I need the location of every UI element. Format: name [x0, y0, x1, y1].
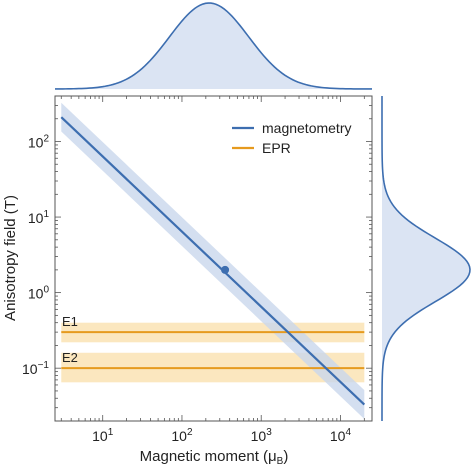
- legend-label-magnetometry: magnetometry: [262, 120, 351, 136]
- y-tick-label: 101: [28, 209, 50, 226]
- x-tick-label: 103: [251, 427, 273, 444]
- top-marginal-density: [54, 2, 372, 90]
- x-tick-label: 104: [330, 427, 352, 444]
- plot-frame: [54, 95, 373, 422]
- legend: magnetometry EPR: [232, 120, 351, 156]
- line-annotations: E1 E2: [62, 314, 78, 365]
- magnetometry-line: [60, 116, 366, 406]
- y-axis-ticks: 10−1 100 101 102: [22, 95, 372, 422]
- x-axis-ticks: 101 102 103 104: [60, 96, 365, 444]
- x-tick-label: 102: [171, 427, 193, 444]
- top-density-fill: [55, 3, 372, 90]
- y-axis-title: Anisotropy field (T): [2, 195, 19, 321]
- x-axis-title: Magnetic moment (μB): [140, 448, 289, 467]
- legend-label-epr: EPR: [262, 140, 291, 156]
- magnetometry-point: [221, 265, 230, 274]
- x-tick-label: 101: [92, 427, 114, 444]
- top-density-curve: [54, 2, 372, 90]
- y-tick-label: 102: [28, 133, 50, 150]
- epr-label-e2: E2: [62, 350, 78, 365]
- epr-label-e1: E1: [62, 314, 78, 329]
- y-tick-label: 10−1: [22, 360, 49, 377]
- plot-content: [60, 102, 366, 419]
- right-density-curve: [381, 96, 471, 421]
- right-density-fill: [382, 96, 470, 421]
- right-marginal-density: [381, 96, 471, 421]
- y-tick-label: 100: [28, 285, 50, 302]
